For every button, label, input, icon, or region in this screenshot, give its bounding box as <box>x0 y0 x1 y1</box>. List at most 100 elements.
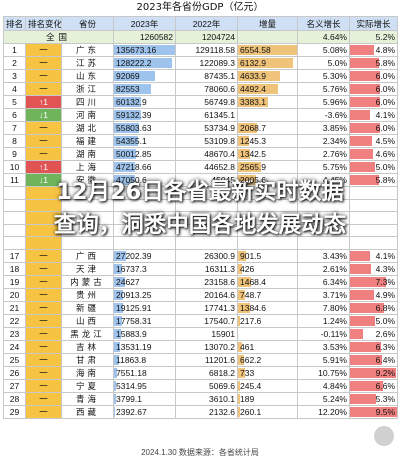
row-increment-value: 1245.3 <box>240 136 266 146</box>
row-province: 山东 <box>61 69 114 83</box>
row-nominal-growth: 5.75% <box>297 160 350 174</box>
row-province-value: 浙江 <box>75 84 99 94</box>
row-increment-value: 748.7 <box>240 289 262 300</box>
row-nominal-growth-value: 2.34% <box>322 136 347 146</box>
row-province: 西藏 <box>61 404 114 419</box>
row-gdp-2023-value: 92069 <box>116 71 140 81</box>
row-province: 福建 <box>61 134 114 148</box>
row-increment: 662.2 <box>237 352 298 367</box>
row-real-growth-bar <box>350 136 373 146</box>
row-gdp-2022: 11201.6 <box>175 352 238 367</box>
row-real-growth-value: 7.3% <box>375 276 395 287</box>
row-gdp-2023-value: 54355.1 <box>116 136 147 146</box>
row-real-growth-bar <box>350 250 371 261</box>
row-gdp-2023: 20913.25 <box>113 287 176 302</box>
row-real-growth: 5.8% <box>349 56 398 70</box>
table-row: 27 一 宁夏 5314.95 5069.6 245.4 4.84% 6.6% <box>3 378 398 393</box>
row-nominal-growth: 3.71% <box>297 287 350 302</box>
row-real-growth-bar <box>350 315 375 326</box>
row-nominal-growth: 6.34% <box>297 274 350 289</box>
row-real-growth-value: 6.0% <box>375 84 395 94</box>
row-increment-bar <box>238 250 247 261</box>
row-province: 吉林 <box>61 339 114 354</box>
row-rank-change-value: 一 <box>39 289 48 300</box>
row-increment-value: 733 <box>240 367 255 378</box>
row-gdp-2023-value: 5314.95 <box>116 380 147 391</box>
headline-line-1: 12月26日各省最新实时数据 <box>56 179 344 205</box>
row-rank-change: 一 <box>25 352 62 367</box>
row-gdp-2023-value: 20913.25 <box>116 289 152 300</box>
row-increment-value: 4633.9 <box>240 71 266 81</box>
row-increment-bar <box>238 315 240 326</box>
table-row: 18 一 天津 16737.3 16311.3 426 2.61% 4.3% <box>3 261 398 276</box>
row-rank-change: 一 <box>25 300 62 315</box>
row-gdp-2023: 13531.19 <box>113 339 176 354</box>
row-real-growth-value: 6.4% <box>375 354 395 365</box>
row-province: 天津 <box>61 261 114 276</box>
row-nominal-growth-value: -0.11% <box>320 328 347 339</box>
row-province: 湖南 <box>61 147 114 161</box>
row-province: 湖北 <box>61 121 114 135</box>
row-gdp-2022: 15901 <box>175 326 238 341</box>
row-gdp-2023-value: 59132.39 <box>116 110 152 120</box>
row-real-growth-value: 4.6% <box>375 149 395 159</box>
row-increment-bar <box>238 97 269 107</box>
row-increment-bar <box>238 406 241 417</box>
row-gdp-2022: 48670.4 <box>175 147 238 161</box>
row-real-growth-bar <box>350 393 377 404</box>
row-nominal-growth: 5.0% <box>297 56 350 70</box>
row-real-growth: 5.0% <box>349 313 398 328</box>
row-increment: 733 <box>237 365 298 380</box>
total-real: 5.2% <box>349 30 398 44</box>
table-row: 22 一 山西 17758.31 17540.7 217.6 1.24% 5.0% <box>3 313 398 328</box>
row-gdp-2022-value: 11201.6 <box>204 354 235 365</box>
row-real-growth: 6.6% <box>349 378 398 393</box>
row-province-value: 甘肃 <box>75 354 99 365</box>
row-real-growth-bar <box>350 71 380 81</box>
row-gdp-2022-value: 45045 <box>211 175 235 185</box>
row-gdp-2023-value: 55803.63 <box>116 123 152 133</box>
row-gdp-2022-value: 129118.58 <box>195 45 235 55</box>
row-province-value: 黑龙江 <box>70 328 105 339</box>
row-nominal-growth-value: 5.96% <box>322 97 347 107</box>
total-gdp: 1260582 <box>113 30 176 44</box>
row-rank-change: 一 <box>25 121 62 135</box>
row-rank-change-value: 一 <box>39 393 48 404</box>
row-province-value: 江苏 <box>75 58 99 68</box>
row-rank-change: 一 <box>25 378 62 393</box>
row-rank-change: 一 <box>25 261 62 276</box>
table-row <box>3 186 398 200</box>
row-rank: 20 <box>3 287 26 302</box>
row-increment-bar <box>238 302 251 313</box>
row-rank-change-value: ↓1 <box>39 175 48 185</box>
row-rank: 5 <box>3 95 26 109</box>
row-increment: 1245.3 <box>237 134 298 148</box>
row-gdp-2022: 5069.6 <box>175 378 238 393</box>
row-gdp-2022-value: 16311.3 <box>204 263 235 274</box>
table-row: 5 ↑1 四川 60132.9 56749.8 3383.1 5.96% 6.0% <box>3 95 398 109</box>
row-gdp-2023-bar <box>114 250 127 261</box>
row-increment-bar <box>238 162 262 172</box>
row-real-growth-bar <box>350 58 379 68</box>
row-nominal-growth: 12.20% <box>297 404 350 419</box>
row-gdp-2022: 53734.9 <box>175 121 238 135</box>
row-gdp-2022-value: 20164.6 <box>204 289 235 300</box>
table-row: 24 一 吉林 13531.19 13070.2 461 3.53% 6.3% <box>3 339 398 354</box>
row-gdp-2023-value: 82553 <box>116 84 140 94</box>
row-gdp-2022-value: 2132.6 <box>209 406 235 417</box>
row-rank-change: 一 <box>25 248 62 263</box>
row-gdp-2023-bar <box>114 367 118 378</box>
row-increment-value: 1384.6 <box>240 302 266 313</box>
row-increment-value: 461 <box>240 341 255 352</box>
row-nominal-growth: 2.34% <box>297 134 350 148</box>
table-row: 6 ↓1 河南 59132.39 61345.1 -3.6% 4.1% <box>3 108 398 122</box>
row-rank-value: 28 <box>9 393 20 404</box>
row-rank-value: 26 <box>9 367 20 378</box>
table-row: 28 一 青海 3799.1 3610.1 189 5.24% 5.3% <box>3 391 398 406</box>
row-real-growth-bar <box>350 276 387 287</box>
row-rank-change: ↑1 <box>25 95 62 109</box>
row-rank-value: 5 <box>12 97 17 107</box>
row-real-growth-value: 6.0% <box>375 123 395 133</box>
row-increment-value: 662.2 <box>240 354 262 365</box>
row-rank: 28 <box>3 391 26 406</box>
